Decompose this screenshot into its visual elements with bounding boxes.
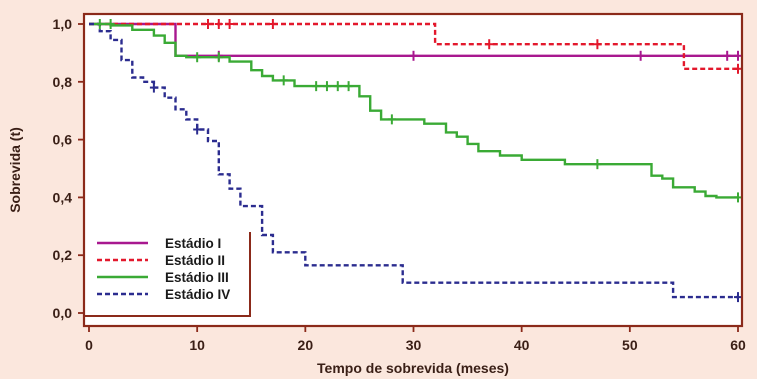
censor-mark-estadio-ii: [225, 19, 234, 29]
x-tick-label: 40: [514, 337, 530, 353]
legend-label-estadio-iv: Estádio IV: [165, 287, 230, 302]
legend-frame: [84, 232, 251, 317]
legend-label-estadio-i: Estádio I: [165, 236, 221, 251]
censor-mark-estadio-ii: [734, 63, 742, 74]
censor-mark-estadio-iii: [106, 19, 115, 29]
censor-marks: [95, 19, 742, 303]
legend-label-estadio-iii: Estádio III: [165, 270, 229, 285]
censor-mark-estadio-i: [636, 50, 645, 61]
x-tick-label: 10: [189, 337, 205, 353]
censor-mark-estadio-ii: [203, 19, 212, 29]
censor-mark-estadio-iii: [593, 159, 602, 170]
survival-curves: [89, 22, 738, 299]
censor-mark-estadio-iv: [734, 292, 742, 303]
censor-mark-estadio-iii: [279, 75, 288, 86]
x-tick-label: 30: [406, 337, 422, 353]
y-tick-label: 0,2: [53, 247, 73, 263]
censor-mark-estadio-i: [734, 50, 742, 61]
censor-mark-estadio-iii: [193, 52, 202, 63]
censor-mark-estadio-iii: [214, 52, 223, 63]
censor-mark-estadio-iv: [193, 124, 202, 135]
censor-mark-estadio-iii: [333, 81, 342, 92]
y-tick-label: 0,8: [53, 74, 73, 90]
censor-mark-estadio-iii: [95, 19, 104, 29]
y-tick-label: 1,0: [53, 16, 73, 32]
censor-mark-estadio-iii: [312, 81, 321, 92]
x-tick-label: 0: [85, 337, 93, 353]
legend-label-estadio-ii: Estádio II: [165, 253, 225, 268]
y-tick-label: 0,4: [53, 189, 73, 205]
y-axis-label: Sobrevida (t): [7, 127, 23, 213]
legend: Estádio I Estádio II Estádio III Estádio IV: [84, 232, 251, 317]
censor-mark-estadio-ii: [214, 19, 223, 29]
censor-mark-estadio-i: [409, 50, 418, 61]
curve-estadio-iii: [89, 22, 738, 199]
censor-mark-estadio-ii: [268, 19, 277, 29]
x-tick-label: 50: [622, 337, 638, 353]
censor-mark-estadio-ii: [593, 39, 602, 50]
censor-mark-estadio-i: [723, 50, 732, 61]
y-tick-label: 0,6: [53, 132, 73, 148]
axis-ticks: 0 10 20 30 40 50 60 0,0 0,2 0,4 0,6 0,8 1,0: [53, 16, 746, 353]
censor-mark-estadio-iii: [344, 81, 353, 92]
censor-mark-estadio-iii: [322, 81, 331, 92]
plot-area: [84, 14, 742, 326]
x-tick-label: 20: [298, 337, 314, 353]
censor-mark-estadio-ii: [485, 39, 494, 50]
censor-mark-estadio-iv: [149, 82, 158, 93]
x-tick-label: 60: [730, 337, 746, 353]
censor-mark-estadio-iii: [734, 192, 742, 203]
y-tick-label: 0,0: [53, 305, 73, 321]
curve-estadio-iv: [89, 22, 738, 299]
plot-frame: [82, 12, 744, 328]
x-axis-label: Tempo de sobrevida (meses): [317, 360, 509, 376]
censor-mark-estadio-iii: [387, 114, 396, 125]
curve-estadio-ii: [89, 22, 738, 70]
